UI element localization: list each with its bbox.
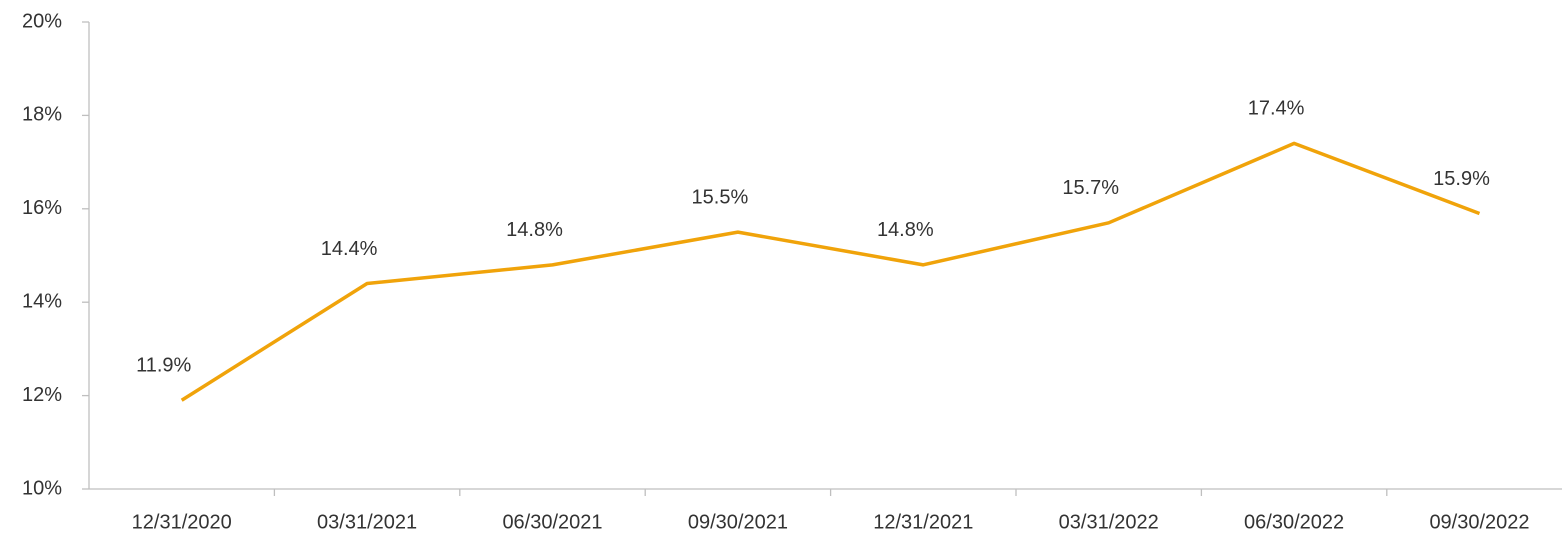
data-label: 11.9% (136, 355, 191, 377)
y-tick-label: 12% (22, 384, 62, 406)
y-tick-label: 18% (22, 104, 62, 126)
y-tick-label: 10% (22, 477, 62, 499)
data-label: 15.5% (692, 186, 749, 208)
data-label: 15.7% (1062, 177, 1119, 199)
data-label: 14.4% (321, 238, 378, 260)
data-label: 14.8% (506, 219, 563, 241)
x-tick-label: 09/30/2021 (688, 511, 788, 533)
x-tick-label: 03/31/2022 (1059, 511, 1159, 533)
data-line (180, 141, 1481, 402)
data-label: 17.4% (1248, 98, 1305, 120)
x-tick-label: 06/30/2021 (502, 511, 602, 533)
data-label: 15.9% (1433, 168, 1490, 190)
x-tick-label: 03/31/2021 (317, 511, 417, 533)
x-tick-label: 12/31/2021 (873, 511, 973, 533)
y-tick-label: 14% (22, 290, 62, 312)
y-tick-label: 20% (22, 10, 62, 32)
data-label: 14.8% (877, 219, 934, 241)
x-tick-label: 12/31/2020 (132, 511, 232, 533)
x-tick-label: 06/30/2022 (1244, 511, 1344, 533)
y-tick-label: 16% (22, 197, 62, 219)
x-tick-label: 09/30/2022 (1429, 511, 1529, 533)
